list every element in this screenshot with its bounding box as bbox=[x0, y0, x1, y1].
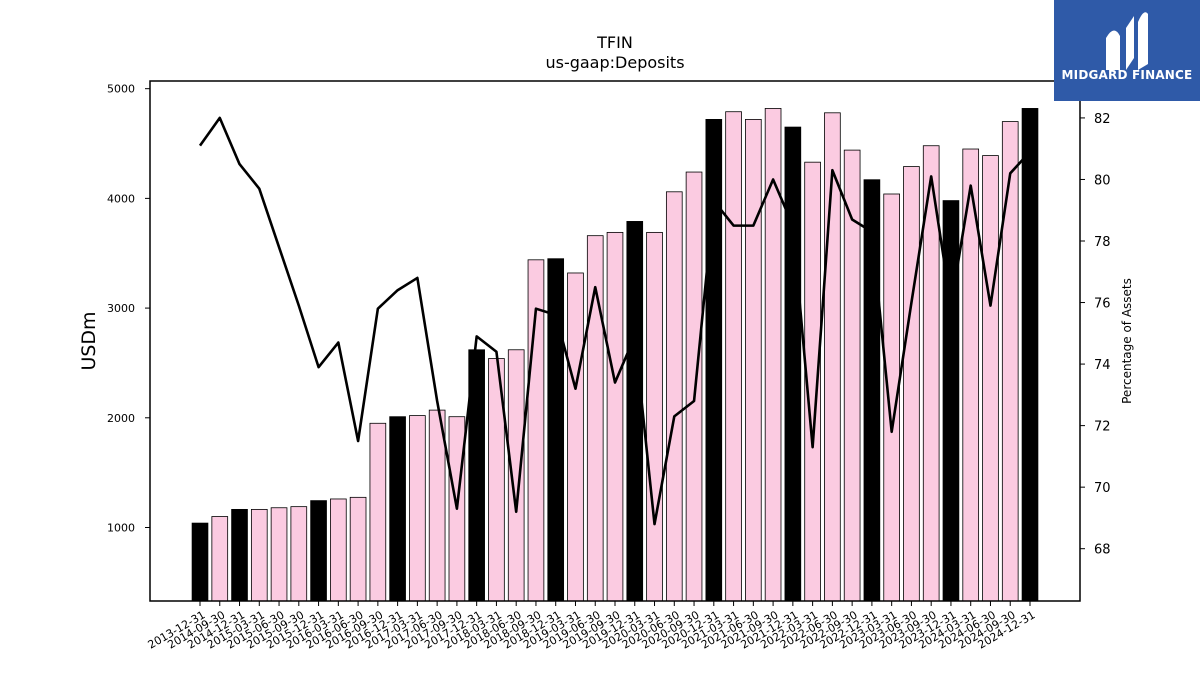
bar bbox=[270, 507, 288, 602]
bar bbox=[725, 111, 742, 602]
logo-badge: MIDGARD FINANCE bbox=[1054, 0, 1200, 101]
bar bbox=[784, 126, 802, 602]
y2-tick-label: 76 bbox=[1094, 297, 1111, 312]
bar bbox=[685, 171, 703, 602]
bar bbox=[982, 155, 999, 602]
y-axis: 1000 2000 3000 4000 5000 bbox=[107, 83, 150, 534]
y2-tick-label: 70 bbox=[1094, 481, 1111, 496]
percentage-line bbox=[198, 116, 1031, 526]
bar bbox=[231, 508, 248, 602]
y2-tick-label: 72 bbox=[1094, 420, 1111, 435]
bar bbox=[567, 272, 584, 602]
bar bbox=[547, 258, 565, 602]
y2-axis: 68 70 72 74 76 78 80 82 bbox=[1080, 112, 1111, 558]
bar bbox=[409, 415, 426, 602]
bar bbox=[745, 119, 762, 602]
bar bbox=[191, 522, 209, 602]
bar bbox=[369, 422, 387, 602]
bar bbox=[290, 506, 308, 602]
y-tick-label: 3000 bbox=[107, 302, 135, 315]
bar bbox=[211, 516, 229, 602]
y2-tick-label: 68 bbox=[1094, 543, 1111, 558]
bar bbox=[428, 409, 446, 602]
bar bbox=[903, 166, 920, 602]
logo-text: MIDGARD FINANCE bbox=[1061, 68, 1193, 82]
bar bbox=[1021, 108, 1039, 602]
y2-tick-label: 78 bbox=[1094, 235, 1111, 250]
chart-title: TFIN bbox=[596, 33, 633, 52]
x-axis: 2013-12-312014-09-302014-12-312015-03-31… bbox=[146, 601, 1038, 652]
bar bbox=[665, 191, 683, 602]
bar bbox=[942, 200, 960, 602]
bar bbox=[606, 231, 624, 602]
bar bbox=[705, 119, 723, 602]
bars-group bbox=[191, 108, 1039, 602]
y2-tick-label: 80 bbox=[1094, 173, 1111, 188]
y-tick-label: 4000 bbox=[107, 192, 135, 205]
bar bbox=[646, 231, 663, 602]
y-axis-label: USDm bbox=[78, 311, 100, 370]
bar bbox=[626, 221, 644, 602]
bar bbox=[349, 496, 367, 602]
line-group bbox=[198, 116, 1031, 526]
y-tick-label: 1000 bbox=[107, 521, 135, 534]
y2-axis-label: Percentage of Assets bbox=[1120, 278, 1134, 404]
bar bbox=[330, 498, 347, 602]
y2-tick-label: 82 bbox=[1094, 112, 1111, 127]
y2-tick-label: 74 bbox=[1094, 358, 1111, 373]
bar bbox=[310, 500, 327, 602]
y-tick-label: 5000 bbox=[107, 83, 135, 96]
bar bbox=[250, 508, 268, 602]
bar bbox=[389, 416, 406, 602]
bar bbox=[1001, 121, 1019, 602]
chart-subtitle: us-gaap:Deposits bbox=[545, 53, 684, 72]
y-tick-label: 2000 bbox=[107, 412, 135, 425]
logo-mark-icon bbox=[1106, 12, 1148, 70]
